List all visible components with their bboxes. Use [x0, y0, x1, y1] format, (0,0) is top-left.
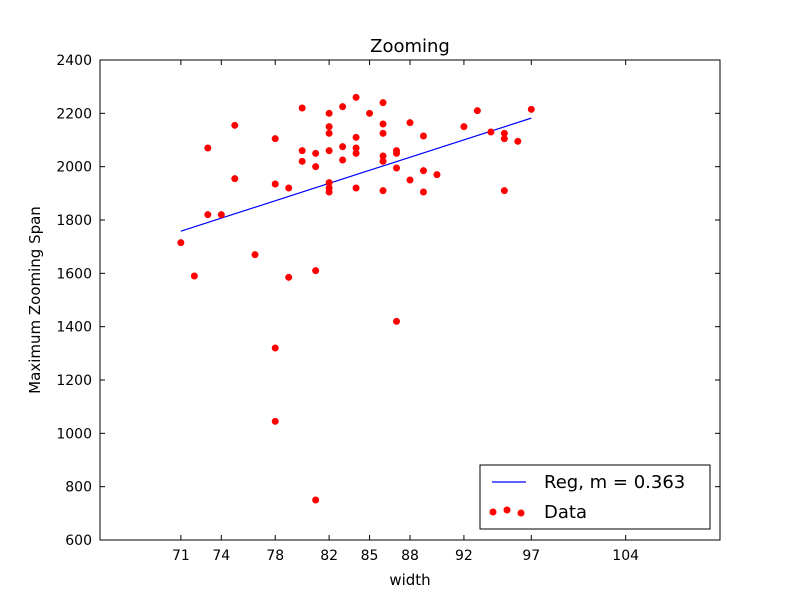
data-point	[231, 121, 239, 129]
data-point	[312, 163, 320, 171]
plot-area	[177, 93, 535, 504]
data-point	[325, 147, 333, 155]
data-point	[406, 119, 414, 127]
data-point	[352, 93, 360, 101]
y-tick-label: 1000	[56, 426, 92, 442]
data-point	[379, 120, 387, 128]
x-tick-label: 82	[320, 548, 338, 564]
legend-marker	[517, 509, 525, 517]
x-tick-label: 97	[522, 548, 540, 564]
y-tick-label: 1800	[56, 213, 92, 229]
data-point	[500, 129, 508, 137]
data-point	[285, 184, 293, 192]
data-point	[514, 137, 522, 145]
x-tick-label: 104	[612, 548, 639, 564]
data-point	[473, 107, 481, 115]
y-tick-label: 2400	[56, 53, 92, 69]
x-tick-label: 85	[361, 548, 379, 564]
data-point	[366, 109, 374, 117]
data-point	[325, 109, 333, 117]
data-point	[339, 156, 347, 164]
data-point	[500, 135, 508, 143]
data-point	[352, 133, 360, 141]
data-point	[271, 417, 279, 425]
y-tick-label: 1400	[56, 320, 92, 336]
data-point	[231, 175, 239, 183]
x-tick-label: 92	[455, 548, 473, 564]
data-point	[406, 176, 414, 184]
legend-marker	[503, 506, 511, 514]
data-point	[339, 103, 347, 111]
data-point	[190, 272, 198, 280]
x-tick-label: 78	[266, 548, 284, 564]
data-point	[500, 187, 508, 195]
data-point	[419, 188, 427, 196]
x-tick-label: 88	[401, 548, 419, 564]
data-point	[271, 344, 279, 352]
data-point	[487, 128, 495, 136]
data-point	[352, 149, 360, 157]
y-tick-label: 800	[65, 480, 92, 496]
y-axis-label: Maximum Zooming Span	[26, 206, 44, 394]
data-point	[325, 188, 333, 196]
legend-label-reg: Reg, m = 0.363	[544, 472, 685, 493]
data-point	[325, 123, 333, 131]
data-point	[325, 179, 333, 187]
x-tick-label: 74	[212, 548, 230, 564]
data-point	[325, 129, 333, 137]
data-point	[204, 144, 212, 152]
legend-box	[479, 464, 711, 530]
x-axis-label: width	[389, 571, 430, 589]
data-point	[419, 167, 427, 175]
y-tick-label: 1200	[56, 373, 92, 389]
data-point	[379, 187, 387, 195]
legend-label-data: Data	[544, 502, 587, 523]
data-point	[527, 105, 535, 113]
y-tick-label: 600	[65, 533, 92, 549]
data-point	[379, 129, 387, 137]
y-tick-label: 1600	[56, 266, 92, 282]
legend-marker	[489, 508, 497, 516]
data-point	[217, 211, 225, 219]
data-point	[339, 143, 347, 151]
x-tick-label: 71	[172, 548, 190, 564]
y-tick-label: 2200	[56, 106, 92, 122]
data-point	[352, 184, 360, 192]
data-point	[177, 239, 185, 247]
data-point	[379, 152, 387, 160]
data-point	[433, 171, 441, 179]
data-point	[298, 104, 306, 112]
x-axis: 71 74 78 82 85 88 92 97 104	[172, 60, 639, 564]
data-point	[271, 180, 279, 188]
data-point	[312, 496, 320, 504]
data-point	[393, 164, 401, 172]
regression-line	[180, 117, 532, 232]
data-point	[298, 157, 306, 165]
data-point	[393, 149, 401, 157]
data-point	[271, 135, 279, 143]
data-point	[312, 267, 320, 275]
data-point	[285, 273, 293, 281]
data-point	[251, 251, 259, 259]
data-point	[312, 149, 320, 157]
data-point	[379, 157, 387, 165]
data-point	[379, 99, 387, 107]
y-tick-label: 2000	[56, 160, 92, 176]
data-point	[204, 211, 212, 219]
y-axis: 600 800 1000 1200 1400 1600 1800 2000 2200 2400	[56, 53, 720, 549]
data-point	[298, 147, 306, 155]
data-point	[460, 123, 468, 131]
data-point	[419, 132, 427, 140]
data-point	[352, 144, 360, 152]
legend: Reg, m = 0.363 Data	[479, 464, 711, 530]
chart-title: Zooming	[370, 36, 450, 57]
data-point	[393, 317, 401, 325]
